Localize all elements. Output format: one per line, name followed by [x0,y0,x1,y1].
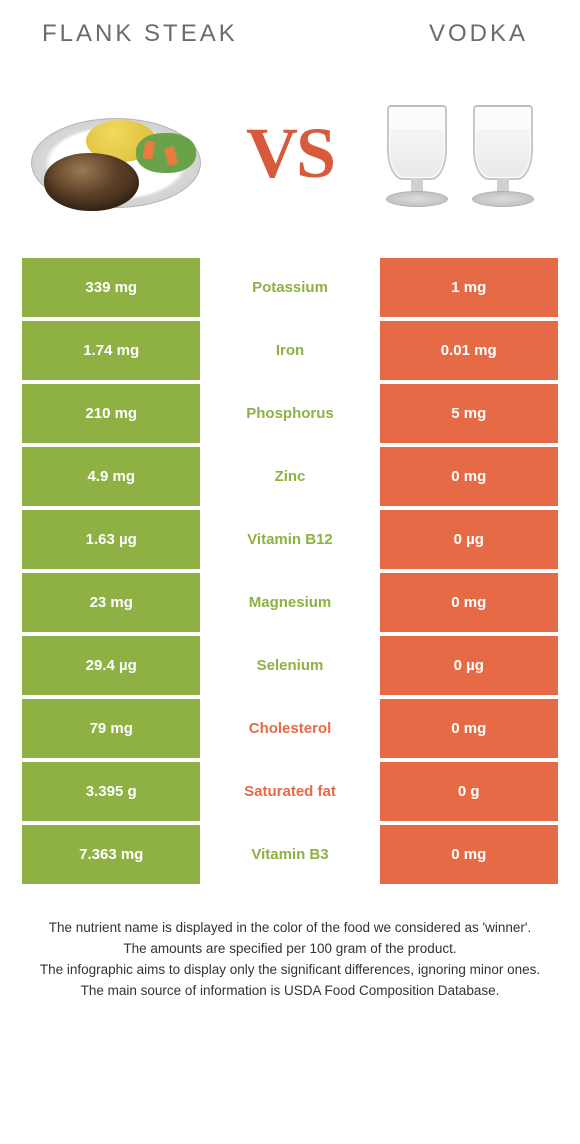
cell-left-value: 1.63 µg [22,510,200,569]
cell-nutrient-label: Iron [200,321,379,380]
title-left: FLANK STEAK [42,20,238,48]
cell-left-value: 3.395 g [22,762,200,821]
footer-line: The nutrient name is displayed in the co… [30,918,550,939]
footer-line: The main source of information is USDA F… [30,981,550,1002]
footer-line: The amounts are specified per 100 gram o… [30,939,550,960]
table-row: 1.74 mgIron0.01 mg [22,321,558,380]
cell-right-value: 0 mg [380,699,558,758]
cell-right-value: 0 mg [380,447,558,506]
cell-right-value: 1 mg [380,258,558,317]
table-row: 4.9 mgZinc0 mg [22,447,558,506]
table-row: 339 mgPotassium1 mg [22,258,558,317]
footer-line: The infographic aims to display only the… [30,960,550,981]
vs-label: VS [246,112,334,195]
cell-left-value: 210 mg [22,384,200,443]
cell-right-value: 0 g [380,762,558,821]
table-row: 29.4 µgSelenium0 µg [22,636,558,695]
cell-right-value: 0.01 mg [380,321,558,380]
title-right: VODKA [429,20,528,48]
table-row: 7.363 mgVitamin B30 mg [22,825,558,884]
cell-right-value: 0 µg [380,510,558,569]
cell-right-value: 0 mg [380,825,558,884]
cell-left-value: 29.4 µg [22,636,200,695]
cell-nutrient-label: Magnesium [200,573,379,632]
cell-nutrient-label: Vitamin B12 [200,510,379,569]
comparison-table: 339 mgPotassium1 mg1.74 mgIron0.01 mg210… [22,258,558,884]
cell-nutrient-label: Vitamin B3 [200,825,379,884]
table-row: 3.395 gSaturated fat0 g [22,762,558,821]
vodka-image [374,88,554,218]
hero-row: VS [22,88,558,218]
steak-image [26,88,206,218]
cell-nutrient-label: Zinc [200,447,379,506]
cell-right-value: 0 µg [380,636,558,695]
footer-notes: The nutrient name is displayed in the co… [22,918,558,1002]
cell-nutrient-label: Phosphorus [200,384,379,443]
cell-left-value: 79 mg [22,699,200,758]
cell-right-value: 0 mg [380,573,558,632]
cell-nutrient-label: Cholesterol [200,699,379,758]
table-row: 79 mgCholesterol0 mg [22,699,558,758]
cell-left-value: 7.363 mg [22,825,200,884]
titles-row: FLANK STEAK VODKA [22,20,558,48]
cell-left-value: 1.74 mg [22,321,200,380]
cell-right-value: 5 mg [380,384,558,443]
cell-left-value: 23 mg [22,573,200,632]
infographic-container: FLANK STEAK VODKA VS 339 mgPotassium1 mg… [0,0,580,1002]
table-row: 23 mgMagnesium0 mg [22,573,558,632]
cell-left-value: 339 mg [22,258,200,317]
cell-nutrient-label: Saturated fat [200,762,379,821]
cell-left-value: 4.9 mg [22,447,200,506]
cell-nutrient-label: Selenium [200,636,379,695]
table-row: 210 mgPhosphorus5 mg [22,384,558,443]
cell-nutrient-label: Potassium [200,258,379,317]
table-row: 1.63 µgVitamin B120 µg [22,510,558,569]
